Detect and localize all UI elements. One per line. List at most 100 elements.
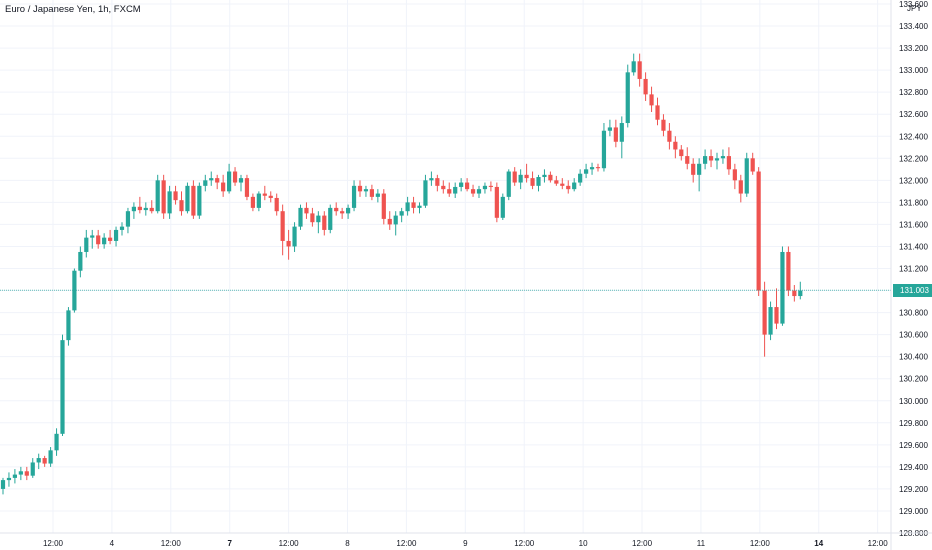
- candle-up: [607, 119, 612, 137]
- candle-body: [179, 200, 184, 212]
- candle-body: [661, 119, 666, 131]
- candle-body: [435, 178, 440, 186]
- candle-body: [685, 156, 690, 164]
- candle-body: [500, 196, 505, 218]
- candle-down: [524, 163, 529, 183]
- candle-down: [24, 466, 29, 481]
- candle-body: [566, 185, 571, 190]
- candle-down: [774, 288, 779, 330]
- candle-body: [488, 185, 493, 187]
- candle-down: [512, 167, 517, 186]
- candle-up: [113, 226, 119, 247]
- y-tick-label: 129.400: [899, 463, 928, 472]
- candle-up: [578, 169, 583, 186]
- candle-down: [244, 174, 250, 201]
- candle-body: [679, 149, 684, 157]
- candle-body: [36, 458, 41, 463]
- candle-down: [792, 285, 797, 302]
- candle-body: [482, 185, 488, 190]
- candle-body: [708, 156, 714, 161]
- candle-body: [232, 171, 238, 183]
- candle-up: [423, 174, 428, 208]
- candle-down: [679, 145, 684, 161]
- candle-body: [786, 251, 791, 291]
- candle-body: [161, 180, 166, 214]
- x-tick-label: 12:00: [514, 539, 535, 548]
- candle-up: [506, 169, 511, 201]
- candle-up: [405, 196, 410, 216]
- candle-down: [334, 202, 339, 216]
- candle-down: [649, 86, 654, 113]
- time-axis[interactable]: 12:00 4 12:00 7 12:00 8 12:00 9 12:00 10 12:00 11 12…: [0, 532, 932, 548]
- candle-up: [619, 116, 624, 159]
- currency-label: JPY: [907, 4, 922, 13]
- candle-down: [530, 171, 535, 190]
- candle-body: [268, 195, 273, 198]
- candle-up: [298, 204, 303, 230]
- candle-body: [209, 178, 214, 181]
- candle-up: [125, 207, 131, 234]
- candle-down: [488, 181, 493, 192]
- y-tick-label: 131.400: [899, 242, 928, 251]
- candle-body: [191, 185, 196, 216]
- candle-down: [708, 149, 714, 168]
- candle-body: [24, 471, 29, 476]
- y-tick-label: 129.600: [899, 441, 928, 450]
- candle-up: [48, 447, 53, 467]
- candle-down: [732, 163, 737, 190]
- last-price-badge: 131.003: [893, 284, 932, 297]
- candle-down: [369, 184, 374, 201]
- candle-body: [167, 191, 172, 214]
- candle-body: [720, 156, 726, 159]
- candle-up: [631, 53, 636, 76]
- candle-down: [661, 114, 666, 137]
- candle-body: [84, 237, 89, 252]
- candle-body: [714, 158, 720, 161]
- candle-body: [304, 207, 309, 214]
- candle-up: [697, 158, 702, 192]
- candle-body: [363, 189, 369, 192]
- candle-body: [143, 207, 148, 211]
- candle-down: [96, 229, 101, 249]
- candle-body: [310, 213, 315, 223]
- candle-body: [262, 193, 267, 196]
- chart-title: Euro / Japanese Yen, 1h, FXCM: [5, 4, 141, 15]
- candle-down: [447, 182, 452, 197]
- candle-down: [221, 174, 226, 197]
- candle-body: [381, 193, 386, 219]
- candle-up: [328, 204, 333, 234]
- candle-down: [268, 191, 273, 203]
- candle-up: [209, 171, 214, 186]
- y-tick-label: 131.600: [899, 220, 928, 229]
- candle-body: [244, 178, 250, 197]
- candle-body: [42, 458, 47, 464]
- candle-up: [36, 453, 41, 470]
- candle-body: [631, 61, 636, 73]
- candle-body: [238, 178, 244, 183]
- x-tick-label: 11: [697, 539, 706, 548]
- candle-body: [48, 450, 53, 464]
- y-tick-label: 133.200: [899, 44, 928, 53]
- y-tick-label: 130.000: [899, 397, 928, 406]
- candle-body: [256, 193, 261, 208]
- candle-body: [465, 182, 470, 190]
- candle-up: [84, 229, 89, 258]
- candle-down: [560, 178, 565, 190]
- candle-down: [173, 185, 178, 205]
- candle-body: [673, 141, 678, 150]
- candle-body: [131, 206, 136, 212]
- candle-down: [262, 185, 267, 201]
- candle-body: [18, 471, 23, 475]
- candle-body: [601, 130, 607, 169]
- candle-down: [667, 123, 672, 150]
- candle-down: [381, 189, 386, 225]
- candle-body: [215, 178, 220, 183]
- candle-body: [417, 205, 422, 208]
- candle-body: [744, 158, 749, 194]
- candle-up: [375, 189, 380, 203]
- candle-body: [340, 211, 345, 214]
- price-axis[interactable]: 128.800129.000129.200129.400129.600129.8…: [890, 0, 928, 550]
- y-tick-label: 130.200: [899, 375, 928, 384]
